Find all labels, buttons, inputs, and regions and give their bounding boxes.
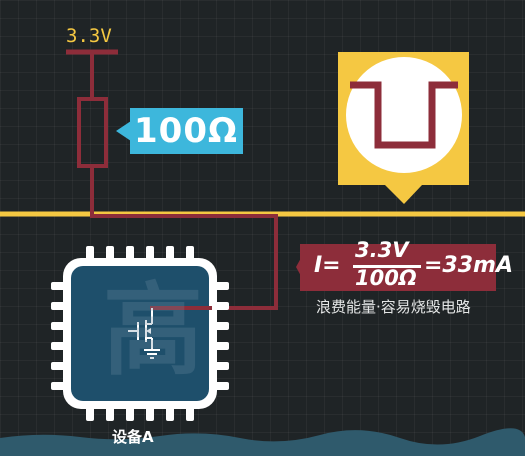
transistor-icon [128, 306, 212, 350]
ground-icon [144, 349, 160, 359]
wire-resistor-chip [90, 166, 278, 310]
formula-denominator: 100Ω [355, 266, 417, 290]
supply-voltage-label: 3.3V [66, 25, 112, 47]
water-ripple [0, 428, 525, 456]
chip-pins [51, 246, 229, 421]
resistor-body [77, 97, 108, 168]
high-level-badge [338, 52, 469, 204]
current-formula: I= 3.3V 100Ω =33mA [300, 238, 513, 291]
chip-watermark: 高 [103, 272, 203, 389]
formula-lhs: I= [314, 253, 341, 278]
warning-note: 浪费能量·容易烧毁电路 [316, 298, 471, 316]
formula-numerator: 3.3V [355, 238, 409, 262]
formula-callout-arrow [296, 258, 301, 276]
square-wave-icon [350, 81, 458, 149]
device-label: 设备A [112, 428, 154, 446]
resistor-callout-arrow [116, 121, 131, 141]
resistor-value-label: 100Ω [130, 108, 243, 154]
formula-rhs: =33mA [424, 253, 513, 278]
chip-core [71, 266, 209, 401]
formula-fraction-bar [353, 265, 421, 268]
